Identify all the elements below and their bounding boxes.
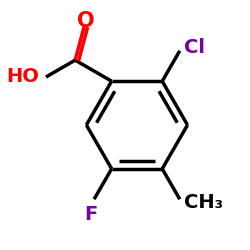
Text: HO: HO	[6, 68, 39, 86]
Text: O: O	[77, 10, 94, 30]
Text: Cl: Cl	[184, 38, 205, 58]
Text: CH₃: CH₃	[184, 192, 223, 212]
Text: F: F	[85, 205, 98, 224]
